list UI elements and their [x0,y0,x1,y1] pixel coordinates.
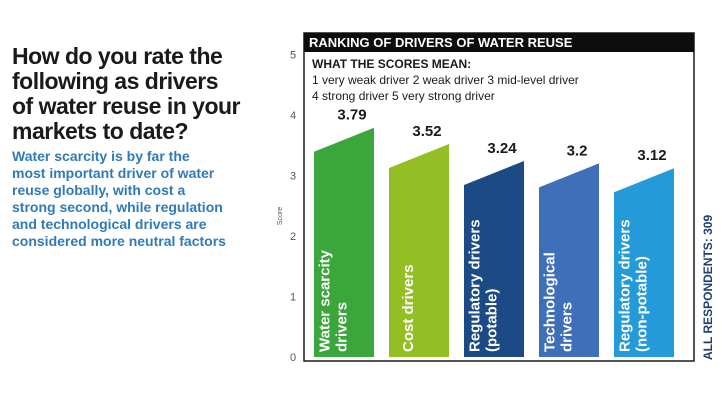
respondents-note: ALL RESPONDENTS: 309 [701,215,715,360]
y-axis-ticks: 0 1 2 3 4 5 [290,50,296,365]
category-label: Water scarcity [317,249,334,352]
y-tick-label: 2 [290,231,296,243]
category-label: Regulatory drivers [467,219,484,352]
bar [389,144,449,357]
bar [539,163,599,357]
bar-value-label: 3.12 [637,147,666,164]
category-label: drivers [559,302,576,352]
question-panel: How do you rate the following as drivers… [12,44,277,250]
legend-line-1: 1 very weak driver 2 weak driver 3 mid-l… [312,73,579,87]
bar-value-label: 3.2 [567,142,588,159]
chart-title: RANKING OF DRIVERS OF WATER REUSE [309,35,573,50]
category-label: (potable) [484,289,501,352]
y-tick-label: 5 [290,50,296,62]
legend-heading: WHAT THE SCORES MEAN: [312,57,471,71]
category-label: Cost drivers [400,264,417,352]
chart-title-bar [304,33,694,52]
category-label: Regulatory drivers [617,219,634,352]
category-label: drivers [334,302,351,352]
y-axis-label: Score [277,207,284,225]
legend-line-2: 4 strong driver 5 very strong driver [312,89,495,103]
bar [314,127,374,357]
y-tick-label: 1 [290,292,296,304]
bar-value-label: 3.52 [412,123,441,140]
y-tick-label: 4 [290,110,296,122]
y-tick-label: 3 [290,171,296,183]
category-label: (non-potable) [634,256,651,352]
question-heading: How do you rate the following as drivers… [12,43,241,144]
category-label: Technological [542,252,559,352]
bar-value-label: 3.24 [487,140,517,157]
bar [614,168,674,357]
bar-value-label: 3.79 [337,107,366,124]
y-tick-label: 0 [290,352,296,364]
summary-text: Water scarcity is by far the most import… [12,148,226,249]
bar [464,160,524,357]
